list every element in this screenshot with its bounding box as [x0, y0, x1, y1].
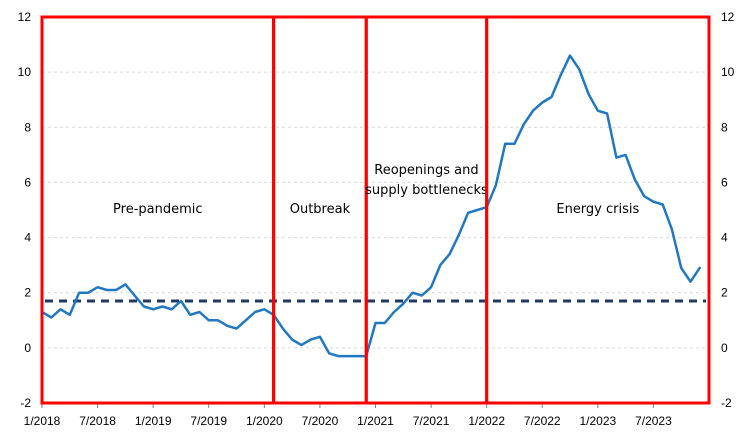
period-label-line: Energy crisis [556, 202, 639, 217]
y-tick-label-left: 12 [18, 10, 32, 24]
period-box [364, 15, 489, 405]
y-tick-label-left: 8 [24, 120, 31, 134]
x-tick-label: 7/2019 [190, 414, 227, 428]
y-tick-label-right: 0 [721, 341, 728, 355]
period-label-line: supply bottlenecks [365, 183, 488, 198]
y-tick-label-left: 2 [24, 286, 31, 300]
period-label-line: Outbreak [290, 202, 351, 217]
y-tick-label-right: 12 [721, 10, 735, 24]
period-label: Pre-pandemic [113, 202, 203, 217]
x-tick-label: 7/2021 [413, 414, 450, 428]
y-tick-label-right: -2 [721, 396, 732, 410]
y-tick-label-left: 6 [24, 175, 31, 189]
x-tick-label: 1/2022 [468, 414, 505, 428]
x-tick-label: 1/2023 [579, 414, 616, 428]
period-label-line: Pre-pandemic [113, 202, 203, 217]
period-label: Outbreak [290, 202, 351, 217]
y-tick-label-left: -2 [20, 396, 31, 410]
series-line [40, 54, 701, 358]
period-label: Energy crisis [556, 202, 639, 217]
y-tick-label-left: 4 [24, 231, 31, 245]
x-tick-label: 7/2022 [524, 414, 561, 428]
x-tick-label: 1/2021 [357, 414, 394, 428]
y-tick-label-right: 6 [721, 175, 728, 189]
y-tick-label-right: 8 [721, 120, 728, 134]
y-tick-label-left: 0 [24, 341, 31, 355]
x-tick-label: 1/2018 [24, 414, 61, 428]
x-tick-label: 7/2018 [79, 414, 116, 428]
y-tick-label-left: 10 [18, 65, 32, 79]
x-tick-label: 1/2019 [135, 414, 172, 428]
y-tick-label-right: 10 [721, 65, 735, 79]
period-box [485, 15, 711, 405]
period-label: Reopenings and supply bottlenecks [365, 163, 488, 198]
y-tick-label-right: 4 [721, 231, 728, 245]
x-tick-label: 7/2020 [302, 414, 339, 428]
x-tick-label: 1/2020 [246, 414, 283, 428]
period-label-line: Reopenings and [374, 163, 478, 178]
y-tick-label-right: 2 [721, 286, 728, 300]
x-tick-label: 7/2023 [635, 414, 672, 428]
